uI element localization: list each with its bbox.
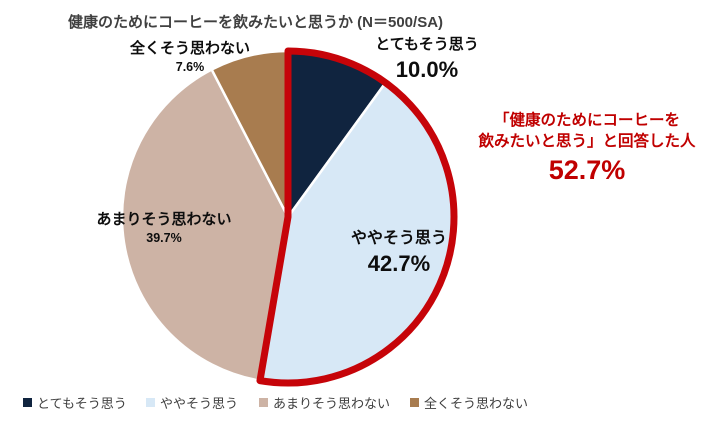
slice-label-yaya: ややそう思う 42.7% [351, 229, 447, 278]
slice-label-amari: あまりそう思わない 39.7% [96, 211, 231, 246]
highlight-annotation-line2: 飲みたいと思う」と回答した人 [478, 133, 696, 150]
slice-label-text: とてもそう思う [375, 36, 479, 53]
legend: とてもそう思う ややそう思う あまりそう思わない 全くそう思わない [0, 393, 711, 413]
slice-percent: 7.6% [175, 59, 205, 74]
slice-percent: 10.0% [395, 56, 459, 82]
highlight-annotation: 「健康のためにコーヒーを 飲みたいと思う」と回答した人 52.7% [478, 110, 695, 186]
legend-label: 全くそう思わない [424, 396, 529, 411]
slice-label-text: あまりそう思わない [96, 211, 232, 228]
legend-item: あまりそう思わない [259, 393, 390, 412]
legend-swatch-icon [410, 398, 419, 407]
pie-slice [120, 68, 290, 382]
slice-percent: 42.7% [367, 251, 431, 276]
legend-item: ややそう思う [146, 393, 238, 412]
legend-swatch-icon [146, 398, 155, 407]
slice-label-totemo: とてもそう思う 10.0% [375, 36, 479, 83]
legend-swatch-icon [259, 398, 268, 407]
legend-swatch-icon [23, 398, 32, 407]
slice-label-text: ややそう思う [350, 230, 448, 247]
highlight-outline-ring [256, 47, 458, 387]
chart-title: 健康のためにコーヒーを飲みたいと思うか (N＝500/SA) [68, 14, 444, 31]
legend-item: とてもそう思う [23, 393, 127, 412]
highlight-annotation-line1: 「健康のためにコーヒーを [493, 112, 681, 129]
legend-label: とてもそう思う [37, 396, 127, 411]
slice-label-mattaku: 全くそう思わない 7.6% [130, 40, 250, 75]
legend-label: あまりそう思わない [273, 396, 391, 411]
highlight-annotation-value: 52.7% [548, 155, 626, 185]
legend-label: ややそう思う [160, 396, 239, 411]
legend-item: 全くそう思わない [410, 393, 528, 412]
slice-percent: 39.7% [146, 230, 182, 245]
slice-label-text: 全くそう思わない [129, 40, 251, 57]
